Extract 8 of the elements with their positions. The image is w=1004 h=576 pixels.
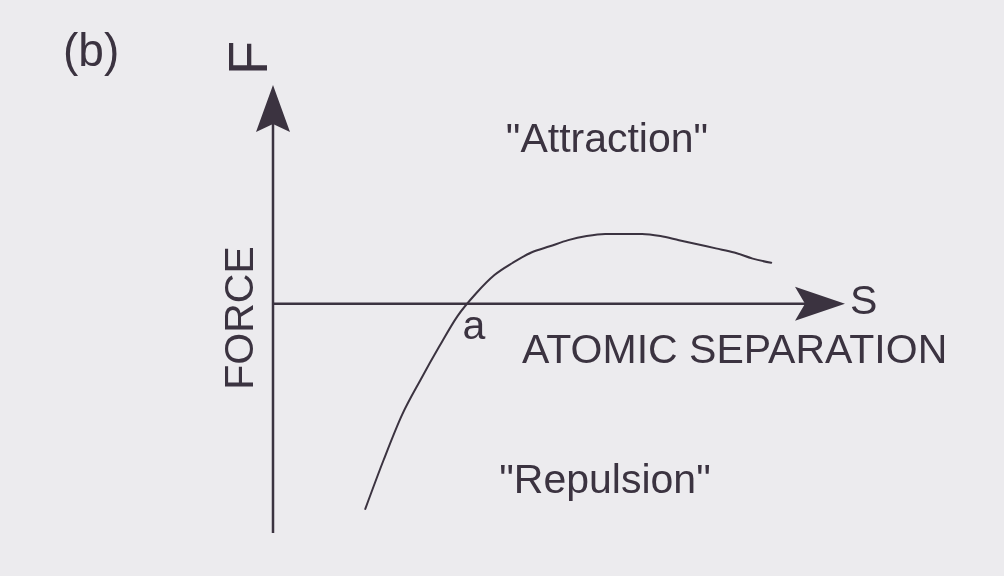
chart-title: (b) bbox=[63, 24, 120, 76]
text: S bbox=[850, 277, 878, 323]
y-axis-title: FORCE bbox=[216, 246, 262, 390]
annotation: "Repulsion" bbox=[499, 456, 711, 502]
text: F bbox=[216, 40, 279, 76]
x-axis-title: ATOMIC SEPARATION bbox=[522, 326, 948, 372]
text: "Attraction" bbox=[505, 115, 709, 161]
annotation: a bbox=[462, 301, 486, 348]
